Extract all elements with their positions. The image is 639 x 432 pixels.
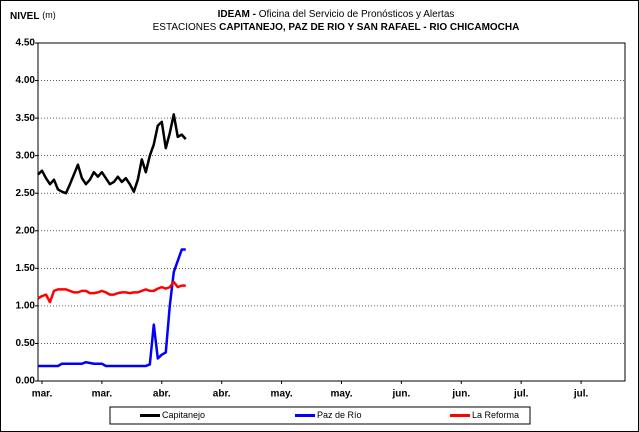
y-axis-label: NIVEL (m): [10, 10, 56, 21]
x-tick-label: mar.: [32, 389, 53, 400]
chart-title: IDEAM - Oficina del Servicio de Pronósti…: [218, 9, 455, 20]
legend: [109, 406, 531, 425]
legend-label: Capitanejo: [162, 410, 205, 420]
x-tick-label: jul.: [513, 389, 529, 400]
y-tick-label: 3.00: [16, 150, 36, 161]
series-line: [37, 113, 187, 195]
legend-label: La Reforma: [472, 410, 519, 420]
y-tick-label: 4.00: [16, 75, 36, 86]
chart-subtitle: ESTACIONES CAPITANEJO, PAZ DE RIO Y SAN …: [153, 22, 520, 33]
x-tick-label: jun.: [391, 389, 410, 400]
y-tick-label: 2.00: [16, 225, 36, 236]
y-tick-label: 1.50: [16, 263, 36, 274]
y-tick-label: 3.50: [16, 113, 36, 124]
y-tick-label: 0.50: [16, 338, 36, 349]
y-tick-label: 0.00: [16, 376, 36, 387]
y-tick-label: 4.50: [16, 38, 36, 49]
series-line: [37, 280, 186, 304]
series-line: [38, 248, 186, 368]
x-tick-label: jul.: [573, 389, 589, 400]
x-tick-label: abr.: [153, 389, 171, 400]
plot-area: [37, 42, 626, 382]
x-tick-label: may.: [271, 389, 293, 400]
y-tick-label: 2.50: [16, 188, 36, 199]
x-tick-label: may.: [330, 389, 352, 400]
y-tick-label: 1.00: [16, 301, 36, 312]
x-tick-label: mar.: [92, 389, 113, 400]
legend-label: Paz de Río: [317, 410, 362, 420]
x-tick-label: jun.: [451, 389, 470, 400]
x-tick-label: abr.: [213, 389, 231, 400]
